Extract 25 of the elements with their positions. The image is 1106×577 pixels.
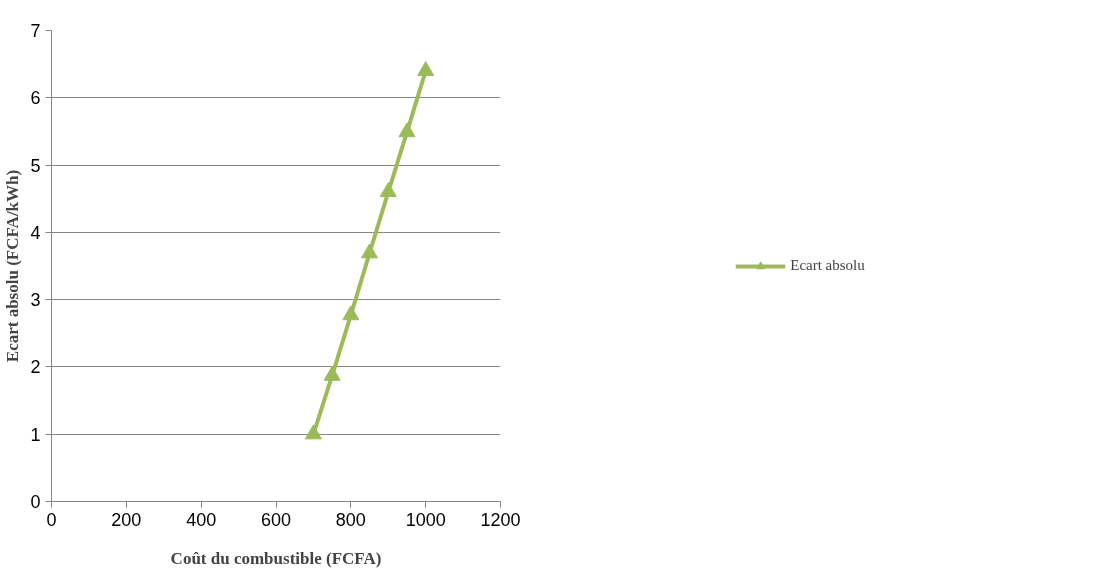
point bbox=[361, 243, 379, 259]
x-tick-label: 1000 bbox=[405, 509, 446, 530]
x-tick-label: 600 bbox=[260, 509, 292, 530]
y-tick-label: 6 bbox=[30, 88, 41, 109]
x-tick-label: 1200 bbox=[480, 509, 521, 530]
y-tick-label: 2 bbox=[30, 357, 41, 378]
point bbox=[342, 305, 360, 321]
y-tick-label: 1 bbox=[30, 424, 41, 445]
y-tick-label: 5 bbox=[30, 155, 41, 176]
x-tick-label: 400 bbox=[186, 509, 217, 530]
point bbox=[398, 122, 416, 138]
point bbox=[323, 365, 341, 381]
x-tick-label: 0 bbox=[46, 509, 57, 530]
x-tick-label: 800 bbox=[335, 509, 366, 530]
x-axis-title: Coût du combustible (FCFA) bbox=[170, 548, 382, 568]
point bbox=[379, 182, 397, 198]
y-tick-label: 3 bbox=[30, 290, 41, 311]
y-tick-label: 4 bbox=[30, 222, 41, 243]
x-tick-label: 200 bbox=[111, 509, 142, 530]
y-tick-label: 7 bbox=[30, 21, 41, 41]
point bbox=[417, 61, 435, 76]
y-tick-label: 0 bbox=[30, 492, 41, 512]
y-axis-title: Ecart absolu (FCFA/kWh) bbox=[3, 169, 23, 363]
legend-label: Ecart absolu bbox=[790, 257, 865, 274]
point bbox=[304, 424, 322, 440]
